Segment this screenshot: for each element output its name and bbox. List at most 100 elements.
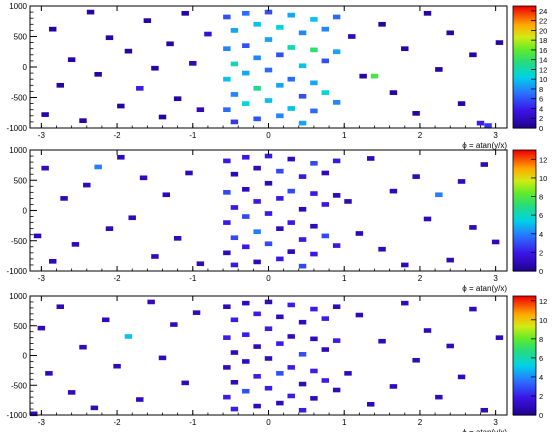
heatmap-cell xyxy=(298,93,307,99)
colorbar-band xyxy=(513,173,536,175)
colorbar-band xyxy=(513,109,536,112)
colorbar-tick-label: 6 xyxy=(539,354,543,363)
colorbar-band xyxy=(513,24,536,26)
colorbar-band xyxy=(513,50,536,53)
heatmap-cell xyxy=(117,103,125,109)
heatmap-cell xyxy=(495,335,504,340)
colorbar-band xyxy=(513,193,536,195)
colorbar-band xyxy=(513,262,536,265)
colorbar-band xyxy=(513,375,536,377)
heatmap-cell xyxy=(287,249,295,254)
heatmap-cell xyxy=(264,67,273,73)
colorbar-band xyxy=(513,30,536,33)
heatmap-cell xyxy=(151,254,159,259)
colorbar-tick-label: 10 xyxy=(539,316,547,325)
colorbar-band xyxy=(513,13,536,15)
heatmap-cell xyxy=(101,317,110,323)
colorbar-band xyxy=(513,329,536,332)
colorbar-band xyxy=(513,80,536,82)
colorbar-band xyxy=(513,183,536,185)
colorbar-band xyxy=(513,21,536,23)
x-tick-label: 2 xyxy=(418,274,423,283)
colorbar-band xyxy=(513,356,536,359)
heatmap-cell xyxy=(332,338,341,343)
colorbar-tick-label: 0 xyxy=(539,124,543,133)
heatmap-cell xyxy=(253,86,261,91)
colorbar-band xyxy=(513,298,536,301)
x-tick-label: 3 xyxy=(493,274,498,283)
colorbar-band xyxy=(513,120,536,123)
heatmap-cell xyxy=(287,365,295,370)
heatmap-cell xyxy=(230,406,239,412)
heatmap-cell xyxy=(230,317,239,323)
colorbar-band xyxy=(513,389,536,391)
colorbar-band xyxy=(513,413,536,415)
colorbar-band xyxy=(513,299,536,302)
heatmap-cell xyxy=(378,338,386,344)
colorbar-band xyxy=(513,266,536,269)
heatmap-cell xyxy=(298,319,307,325)
colorbar-band xyxy=(513,353,536,356)
colorbar-band xyxy=(513,225,536,228)
colorbar-band xyxy=(513,33,536,36)
x-tick-label: -2 xyxy=(114,418,122,427)
colorbar-band xyxy=(513,400,536,402)
colorbar-band xyxy=(513,40,536,43)
heatmap-cell xyxy=(276,256,284,262)
colorbar-band xyxy=(513,208,536,211)
colorbar-band xyxy=(513,17,536,19)
colorbar-band xyxy=(513,197,536,199)
colorbar-tick-label: 8 xyxy=(539,85,543,94)
heatmap-cell xyxy=(287,334,295,339)
colorbar-band xyxy=(513,325,536,328)
heatmap-cell xyxy=(136,397,144,402)
heatmap-cell xyxy=(30,411,38,417)
colorbar-band xyxy=(513,233,536,236)
heatmap-cell xyxy=(147,299,155,305)
colorbar-band xyxy=(513,376,536,378)
colorbar-band xyxy=(513,380,536,382)
colorbar-tick-label: 2 xyxy=(539,248,543,257)
colorbar-band xyxy=(513,122,536,125)
y-tick-label: 0 xyxy=(23,63,28,72)
heatmap-cell xyxy=(264,180,273,186)
heatmap-cell xyxy=(484,123,492,128)
heatmap-cell xyxy=(264,211,273,216)
colorbar-band xyxy=(513,373,536,375)
colorbar-band xyxy=(513,244,536,247)
colorbar-band xyxy=(513,180,536,182)
heatmap-cell xyxy=(321,316,330,321)
x-tick-label: 1 xyxy=(342,274,347,283)
colorbar-band xyxy=(513,60,536,63)
heatmap-cell xyxy=(253,55,261,61)
colorbar-band xyxy=(513,47,536,50)
colorbar-band xyxy=(513,113,536,116)
colorbar-band xyxy=(513,65,536,68)
heatmap-cell xyxy=(469,225,477,230)
y-tick-label: 1000 xyxy=(9,2,27,11)
heatmap-cell xyxy=(276,400,284,406)
colorbar-band xyxy=(513,407,536,409)
colorbar-band xyxy=(513,111,536,114)
colorbar-band xyxy=(513,104,536,107)
colorbar-band xyxy=(513,57,536,60)
colorbar-band xyxy=(513,45,536,48)
heatmap-cell xyxy=(223,76,231,82)
heatmap-cell xyxy=(223,190,231,195)
colorbar-band xyxy=(513,116,536,119)
colorbar-band xyxy=(513,211,536,214)
heatmap-cell xyxy=(423,10,432,16)
colorbar-band xyxy=(513,357,536,360)
colorbar-band xyxy=(513,27,536,29)
colorbar-band xyxy=(513,397,536,399)
colorbar-band xyxy=(513,174,536,176)
colorbar-tick-label: 12 xyxy=(539,155,547,164)
colorbar-band xyxy=(513,72,536,74)
colorbar-tick-label: 0 xyxy=(539,411,543,420)
colorbar-band xyxy=(513,314,536,317)
colorbar-band xyxy=(513,25,536,27)
heatmap-cell xyxy=(321,90,330,95)
heatmap-cell xyxy=(242,214,250,219)
x-tick-label: -1 xyxy=(189,274,197,283)
heatmap-cell xyxy=(435,67,443,72)
